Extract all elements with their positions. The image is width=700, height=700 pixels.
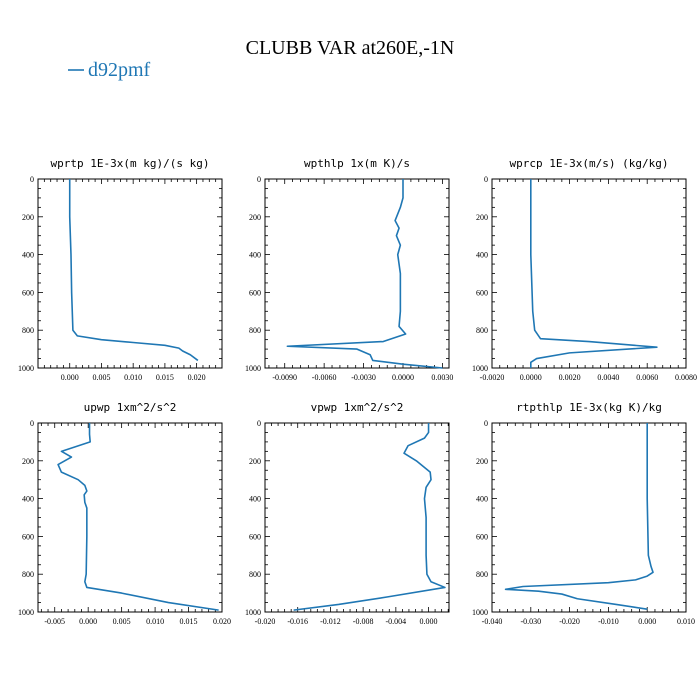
panel-title: wprcp 1E-3x(m/s) (kg/kg) [510, 157, 669, 170]
y-tick-label: 0 [257, 175, 261, 184]
x-tick-label: -0.020 [559, 617, 580, 626]
plot-frame [264, 422, 450, 613]
series-line [57, 423, 219, 611]
x-tick-label: 0.0080 [675, 373, 697, 382]
y-tick-label: 800 [22, 570, 34, 579]
x-tick-label: 0.010 [146, 617, 164, 626]
y-tick-label: 800 [249, 570, 261, 579]
y-tick-label: 400 [476, 495, 488, 504]
x-tick-label: -0.004 [386, 617, 407, 626]
y-tick-label: 200 [249, 457, 261, 466]
figure-title: CLUBB VAR at260E,-1N [246, 37, 455, 59]
x-tick-label: 0.010 [677, 617, 695, 626]
series-line [68, 179, 199, 362]
panel-5: vpwp 1xm^2/s^2 0 200 400 600 800 1000-0.020 -0.… [245, 401, 450, 626]
y-tick-label: 600 [249, 532, 261, 541]
x-tick-label: 0.000 [61, 373, 79, 382]
plot-frame [264, 178, 450, 369]
y-tick-label: 800 [476, 570, 488, 579]
x-tick-label: -0.040 [482, 617, 503, 626]
y-tick-label: 600 [476, 288, 488, 297]
x-tick-label: 0.005 [113, 617, 131, 626]
x-tick-label: -0.0030 [351, 373, 376, 382]
y-tick-label: 200 [476, 213, 488, 222]
y-tick-label: 0 [30, 175, 34, 184]
panel-title: rtpthlp 1E-3x(kg K)/kg [516, 401, 662, 414]
x-tick-label: -0.008 [353, 617, 374, 626]
series-line [504, 423, 654, 610]
x-tick-label: 0.005 [92, 373, 110, 382]
x-tick-label: -0.0060 [312, 373, 337, 382]
x-tick-label: 0.0020 [559, 373, 581, 382]
series-line [529, 179, 658, 368]
panels: wprtp 1E-3x(m kg)/(s kg) 0 200 400 600 800 100… [18, 157, 697, 626]
legend-label: d92pmf [88, 59, 151, 81]
x-tick-label: 0.0040 [597, 373, 619, 382]
panel-4: upwp 1xm^2/s^2 0 200 400 600 800 1000 -0.005 0.0… [18, 401, 231, 626]
y-tick-label: 1000 [18, 364, 34, 373]
x-tick-label: 0.0000 [520, 373, 542, 382]
y-tick-label: 0 [30, 419, 34, 428]
series-line [293, 423, 446, 611]
y-tick-label: 400 [22, 251, 34, 260]
x-tick-label: -0.0090 [272, 373, 297, 382]
panel-title: wprtp 1E-3x(m kg)/(s kg) [51, 157, 210, 170]
plot-frame [37, 178, 223, 369]
y-tick-label: 200 [22, 457, 34, 466]
x-tick-label: 0.015 [180, 617, 198, 626]
x-tick-label: 0.000 [420, 617, 438, 626]
x-tick-label: 0.0030 [431, 373, 453, 382]
x-tick-label: -0.020 [255, 617, 276, 626]
x-tick-label: 0.000 [79, 617, 97, 626]
x-tick-label: -0.016 [287, 617, 308, 626]
y-tick-label: 200 [22, 213, 34, 222]
y-tick-label: 1000 [472, 608, 488, 617]
x-tick-label: -0.005 [44, 617, 65, 626]
y-tick-label: 200 [476, 457, 488, 466]
x-tick-label: 0.000 [638, 617, 656, 626]
y-tick-label: 1000 [18, 608, 34, 617]
x-tick-label: -0.010 [598, 617, 619, 626]
x-tick-label: 0.015 [156, 373, 174, 382]
y-tick-label: 600 [22, 288, 34, 297]
panel-title: vpwp 1xm^2/s^2 [311, 401, 404, 414]
panel-title: wpthlp 1x(m K)/s [304, 157, 410, 170]
y-tick-label: 1000 [245, 608, 261, 617]
x-tick-label: -0.012 [320, 617, 341, 626]
panel-3: wprcp 1E-3x(m/s) (kg/kg) 0 200 400 600 800 100… [472, 157, 697, 382]
x-tick-label: -0.030 [520, 617, 541, 626]
panel-2: wpthlp 1x(m K)/s 0 200 400 600 800 1000 -0.0090… [245, 157, 453, 382]
y-tick-label: 400 [249, 251, 261, 260]
panel-title: upwp 1xm^2/s^2 [84, 401, 177, 414]
y-tick-label: 400 [476, 251, 488, 260]
y-tick-label: 200 [249, 213, 261, 222]
y-tick-label: 600 [22, 532, 34, 541]
legend: d92pmf [68, 59, 151, 81]
panel-6: rtpthlp 1E-3x(kg K)/kg02004006008001000-… [472, 401, 695, 626]
x-tick-label: 0.020 [188, 373, 206, 382]
y-tick-label: 1000 [472, 364, 488, 373]
plot-frame [37, 422, 223, 613]
y-tick-label: 600 [476, 532, 488, 541]
panel-1: wprtp 1E-3x(m kg)/(s kg) 0 200 400 600 800 100… [18, 157, 223, 382]
y-tick-label: 0 [484, 175, 488, 184]
x-tick-label: 0.020 [213, 617, 231, 626]
x-tick-label: 0.0000 [392, 373, 414, 382]
x-tick-label: -0.0020 [480, 373, 505, 382]
x-tick-label: 0.010 [124, 373, 142, 382]
y-tick-label: 0 [484, 419, 488, 428]
series-line [286, 179, 443, 369]
y-tick-label: 0 [257, 419, 261, 428]
y-tick-label: 800 [249, 326, 261, 335]
y-tick-label: 1000 [245, 364, 261, 373]
y-tick-label: 800 [22, 326, 34, 335]
y-tick-label: 800 [476, 326, 488, 335]
y-tick-label: 400 [249, 495, 261, 504]
plot-frame [491, 178, 687, 369]
y-tick-label: 600 [249, 288, 261, 297]
x-tick-label: 0.0060 [636, 373, 658, 382]
y-tick-label: 400 [22, 495, 34, 504]
